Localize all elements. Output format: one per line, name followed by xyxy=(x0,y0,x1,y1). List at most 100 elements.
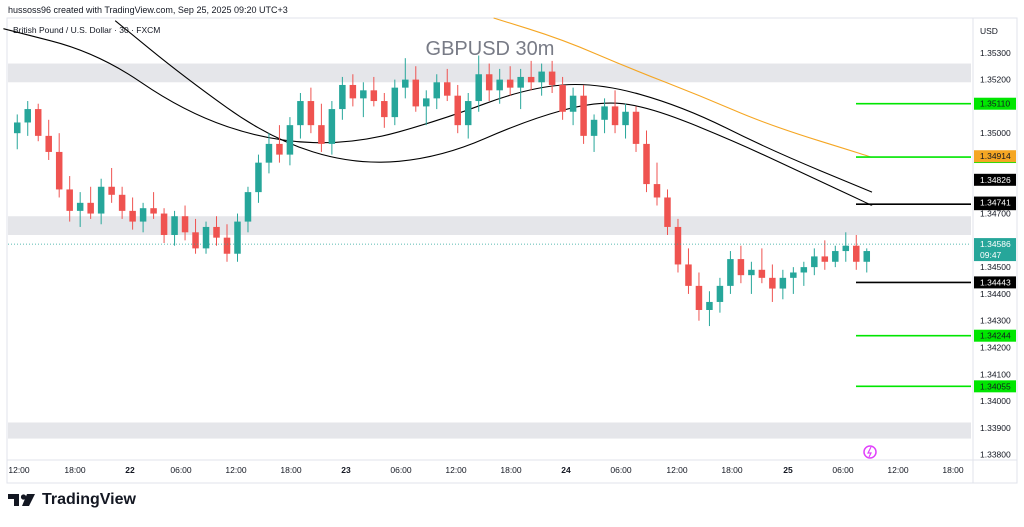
candle-body xyxy=(800,267,808,273)
candle-body xyxy=(360,90,367,99)
candle-body xyxy=(381,101,388,118)
price-tick-label: 1.34000 xyxy=(980,396,1011,406)
price-tick-label: 1.35200 xyxy=(980,75,1011,85)
price-tick-label: 1.35300 xyxy=(980,48,1011,58)
candle xyxy=(381,93,388,128)
candle-body xyxy=(821,256,829,262)
indicator-price-tag-bg xyxy=(974,173,1016,186)
candle-body xyxy=(181,216,189,233)
candle-body xyxy=(307,101,315,126)
candle-body xyxy=(139,208,147,222)
time-tick-label: 18:00 xyxy=(500,465,522,475)
candle xyxy=(160,208,168,244)
candle-body xyxy=(527,76,535,83)
candle-body xyxy=(223,237,231,254)
candle xyxy=(433,74,441,110)
candle-body xyxy=(748,269,755,276)
chart-border xyxy=(6,17,1018,484)
candle-body xyxy=(853,245,860,262)
candle-body xyxy=(790,272,797,278)
candle-body xyxy=(108,186,115,195)
candle xyxy=(706,291,713,327)
price-tick-label: 1.34400 xyxy=(980,289,1011,299)
candle xyxy=(45,119,52,160)
moving-average-line xyxy=(114,20,873,207)
candle xyxy=(527,60,535,91)
candle xyxy=(223,224,231,262)
candle-body xyxy=(370,90,378,102)
time-tick-label: 12:00 xyxy=(445,465,467,475)
time-tick-label: 18:00 xyxy=(721,465,743,475)
candle xyxy=(87,186,94,219)
candle-body xyxy=(45,135,52,152)
candle xyxy=(234,213,241,262)
candle-body xyxy=(590,119,598,136)
candle-body xyxy=(758,269,766,278)
candle-body xyxy=(443,82,451,96)
candle-body xyxy=(569,95,577,112)
candle-body xyxy=(632,111,640,144)
candle xyxy=(601,98,608,134)
time-tick-label: 12:00 xyxy=(666,465,688,475)
candle xyxy=(34,103,42,142)
candle-body xyxy=(244,192,252,222)
candle xyxy=(454,84,461,134)
price-tick-label: 1.33900 xyxy=(980,423,1011,433)
price-tick-label: 1.33800 xyxy=(980,450,1011,460)
candle-body xyxy=(318,125,325,144)
level-price-tag: 1.34055 xyxy=(980,381,1011,391)
candle xyxy=(213,216,220,246)
candle-body xyxy=(548,71,556,85)
candle xyxy=(674,218,682,273)
last-price-label: 1.34586 xyxy=(980,239,1011,249)
candle xyxy=(811,248,818,276)
candle xyxy=(360,82,367,118)
time-tick-label: 25 xyxy=(783,465,793,475)
candle xyxy=(590,114,598,152)
candle-body xyxy=(129,210,136,222)
moving-average-line xyxy=(493,17,873,158)
candle xyxy=(842,232,850,262)
candle-body xyxy=(76,202,84,211)
indicator-price-tag: 1.34826 xyxy=(980,175,1011,185)
indicator-price-tag: 1.34741 xyxy=(980,198,1011,208)
candle-body xyxy=(213,226,220,238)
candle xyxy=(412,66,420,112)
candle-body xyxy=(234,221,241,254)
candle xyxy=(286,117,294,166)
candle-body xyxy=(643,143,650,185)
candle-body xyxy=(559,84,566,112)
candle-body xyxy=(13,122,21,134)
price-axis[interactable]: 1.35300 1.35200 1.35000 1.34700 1.34500 1.344… xyxy=(974,48,1016,460)
candle-body xyxy=(727,259,734,286)
candle xyxy=(538,63,545,96)
candle-body xyxy=(34,109,42,136)
candle-body xyxy=(611,106,619,126)
chart-watermark: GBPUSD 30m xyxy=(426,38,555,60)
candle xyxy=(129,197,136,230)
sr-zone xyxy=(8,216,971,235)
candle xyxy=(349,74,357,107)
level-price-tag-bg xyxy=(974,276,1016,289)
candle-body xyxy=(454,95,461,126)
candle xyxy=(695,272,703,321)
candle xyxy=(328,101,336,155)
price-tick-label: 1.35000 xyxy=(980,128,1011,138)
candle-body xyxy=(255,162,262,193)
moving-averages-layer xyxy=(3,17,873,207)
candle xyxy=(737,245,745,284)
currency-label[interactable]: USD xyxy=(980,26,998,36)
tradingview-logo[interactable]: TradingView xyxy=(8,491,136,509)
candle xyxy=(643,130,650,193)
candle xyxy=(716,277,724,313)
candle-body xyxy=(674,226,682,265)
symbol-description[interactable]: British Pound / U.S. Dollar · 30 · FXCM xyxy=(13,25,160,35)
time-axis[interactable]: 12:00 18:00 22 06:00 12:00 18:00 23 06:00 12:00 1… xyxy=(8,465,964,475)
alert-icon[interactable] xyxy=(863,445,877,459)
indicator-price-tag-bg xyxy=(974,196,1016,209)
candle-body xyxy=(349,84,357,99)
candle xyxy=(171,210,178,246)
candle-body xyxy=(423,98,430,107)
